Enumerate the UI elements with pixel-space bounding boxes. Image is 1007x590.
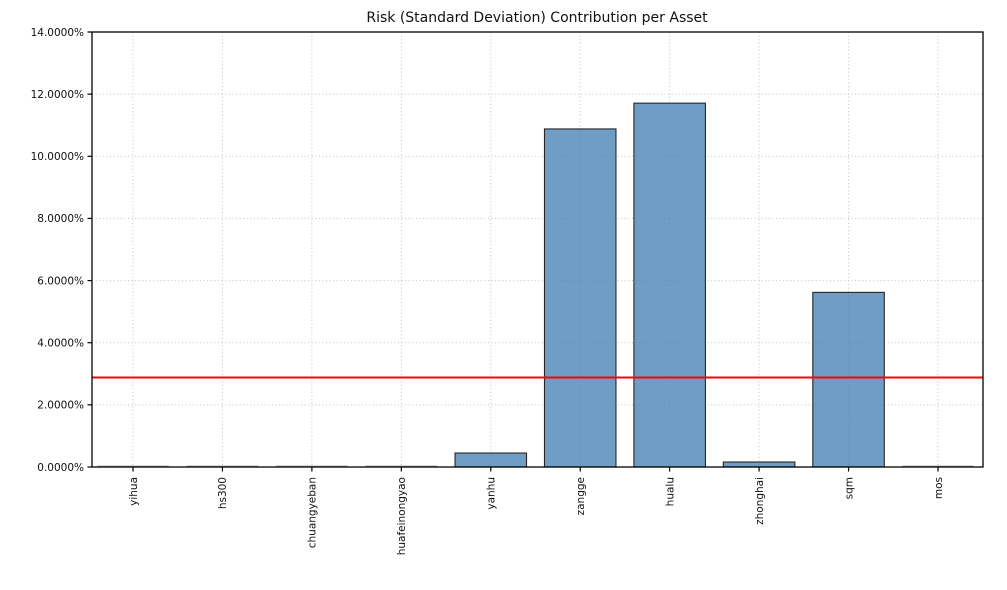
y-tick-label: 4.0000% [37, 338, 84, 350]
x-tick-label: zangge [575, 477, 587, 515]
bar [633, 102, 706, 468]
y-tick-label: 0.0000% [37, 462, 84, 474]
x-tick-label: yihua [128, 477, 140, 506]
x-tick-label: hualu [664, 477, 676, 506]
y-tick-label: 2.0000% [37, 400, 84, 412]
x-tick-label: chuangyeban [307, 477, 319, 548]
chart-title: Risk (Standard Deviation) Contribution p… [366, 10, 708, 26]
y-tick-label: 10.0000% [31, 151, 84, 163]
bar [454, 452, 528, 468]
plot-border [91, 31, 984, 468]
bar [722, 461, 796, 468]
y-tick-label: 8.0000% [37, 213, 84, 225]
x-tick-label: yanhu [486, 477, 498, 510]
x-tick-label: huafeinongyao [396, 477, 408, 555]
axes-layer [87, 31, 984, 472]
x-tick-label: mos [933, 477, 945, 499]
x-tick-label: sqm [843, 477, 855, 499]
x-tick-label: hs300 [217, 477, 229, 509]
y-tick-label: 6.0000% [37, 275, 84, 287]
labels-layer: 0.0000% 2.0000% 4.0000% 6.0000% 8.0000% 10.00… [31, 27, 945, 555]
y-tick-label: 14.0000% [31, 27, 84, 39]
bars-layer [97, 102, 974, 468]
bar [812, 291, 885, 468]
bar [543, 128, 617, 468]
y-tick-label: 12.0000% [31, 89, 84, 101]
x-tick-label: zhonghai [754, 477, 766, 525]
